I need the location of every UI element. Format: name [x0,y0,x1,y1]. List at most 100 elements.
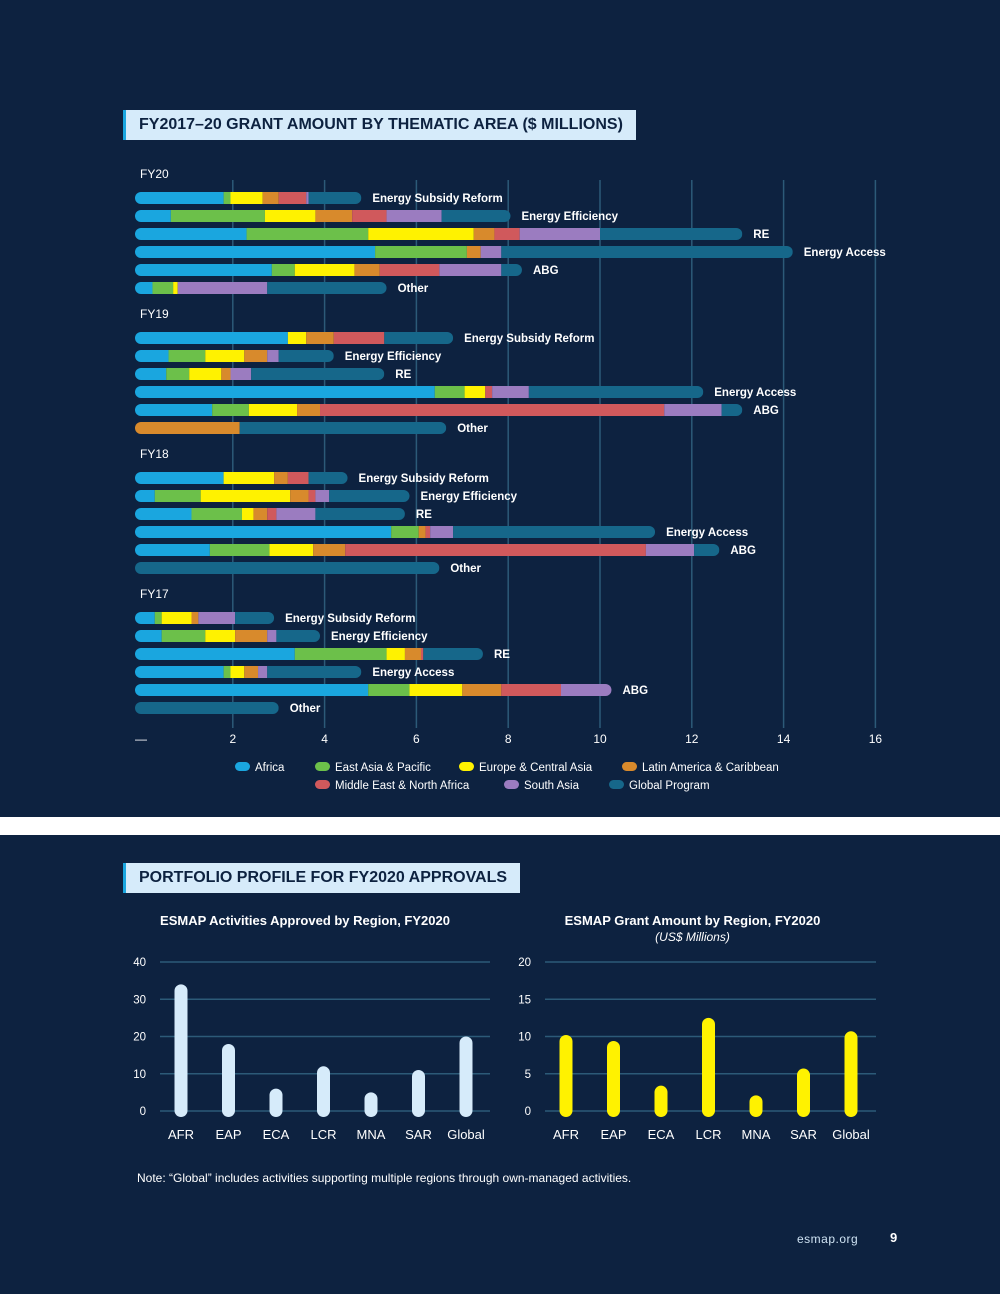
bar-fy19-re: RE [135,368,412,381]
segment-east-asia-pacific [154,490,201,502]
segment-south-asia [267,350,279,362]
segment-africa [135,368,167,380]
portfolio-profile-title: PORTFOLIO PROFILE FOR FY2020 APPROVALS [123,863,521,893]
x-tick-label-eca: ECA [263,1127,290,1142]
segment-east-asia-pacific [168,350,206,362]
segment-south-asia [492,386,529,398]
bar-label: ABG [533,265,559,277]
segment-east-asia-pacific [375,246,467,258]
segment-africa [135,282,153,294]
segment-east-asia-pacific [368,684,410,696]
legend-label: East Asia & Pacific [335,762,431,774]
segment-africa [135,472,224,484]
legend-label: Africa [255,762,285,774]
bar-fy20-re: RE [135,228,770,241]
segment-east-asia-pacific [166,368,190,380]
bar-fy17-energy-access: Energy Access [135,666,454,679]
segment-middle-east-north-africa [494,228,520,240]
bar-fy19-other: Other [135,422,488,435]
bar-label: Other [450,563,481,575]
segment-africa [135,404,213,416]
bar-label: ABG [753,405,779,417]
segment-middle-east-north-africa [425,526,431,538]
bar-mna [749,1095,763,1117]
thematic-area-stacked-bar-chart: — 2 4 6 8 10 12 14 16 FY20 Energy Subsidy Reform En… [135,167,886,792]
segment-south-asia [177,282,268,294]
y-tick-label: 20 [133,1032,146,1044]
segment-europe-central-asia [200,490,291,502]
segment-europe-central-asia [189,368,222,380]
segment-middle-east-north-africa [501,684,561,696]
segment-latin-america-caribbean [191,612,199,624]
segment-middle-east-north-africa [485,386,493,398]
segment-middle-east-north-africa [320,404,665,416]
legend-swatch [459,762,474,771]
bar-fy19-energy-subsidy-reform: Energy Subsidy Reform [135,332,594,345]
bar-fy19-energy-efficiency: Energy Efficiency [135,350,442,363]
segment-east-asia-pacific [223,666,231,678]
segment-europe-central-asia [287,332,307,344]
bar-label: Energy Access [666,527,748,539]
x-tick-label-eap: EAP [600,1127,626,1142]
segment-east-asia-pacific [246,228,369,240]
segment-south-asia [276,508,316,520]
segment-middle-east-north-africa [379,264,440,276]
chart-subtitle: (US$ Millions) [655,930,730,944]
x-tick-label-lcr: LCR [310,1127,336,1142]
segment-global-program [501,246,793,258]
bar-fy20-other: Other [135,282,429,295]
x-tick-label-global: Global [832,1127,870,1142]
segment-south-asia [306,192,309,204]
segment-latin-america-caribbean [290,490,309,502]
bar-segments [135,702,279,714]
segment-africa [135,648,295,660]
segment-latin-america-caribbean [244,666,259,678]
segment-africa [135,490,155,502]
bar-lcr [317,1066,330,1117]
segment-south-asia [439,264,502,276]
segment-europe-central-asia [368,228,474,240]
x-tick-label: 12 [685,732,699,746]
bar-segments [135,332,454,344]
x-tick-label-lcr: LCR [695,1127,721,1142]
segment-africa [135,508,192,520]
bar-segments [135,192,362,204]
segment-latin-america-caribbean [404,648,421,660]
segment-africa [135,228,247,240]
segment-east-asia-pacific [154,612,162,624]
segment-latin-america-caribbean [297,404,321,416]
bar-fy19-energy-access: Energy Access [135,386,796,399]
legend-item-east-asia-pacific: East Asia & Pacific [315,762,431,774]
bar-segments [135,526,656,538]
legend-swatch [622,762,637,771]
bar-label: Energy Efficiency [345,351,442,363]
bar-global [459,1036,473,1117]
section-divider [0,817,1000,835]
segment-south-asia [664,404,722,416]
segment-south-asia [258,666,268,678]
bar-segments [135,630,321,642]
bar-segments [135,544,720,556]
bar-segments [135,508,405,520]
segment-east-asia-pacific [170,210,265,222]
segment-latin-america-caribbean [262,192,279,204]
segment-global-program [135,702,279,714]
x-tick-label: 2 [229,732,236,746]
segment-south-asia [267,630,277,642]
bar-fy20-energy-subsidy-reform: Energy Subsidy Reform [135,192,503,205]
segment-global-program [235,612,275,624]
bar-lcr [702,1017,715,1117]
segment-global-program [528,386,704,398]
bar-fy18-energy-efficiency: Energy Efficiency [135,490,518,503]
segment-global-program [694,544,720,556]
y-tick-label: 30 [133,994,146,1006]
segment-east-asia-pacific [434,386,465,398]
bar-segments [135,368,385,380]
segment-global-program [276,630,321,642]
bar-label: Energy Efficiency [421,491,518,503]
legend-swatch [609,780,624,789]
chart-title: ESMAP Grant Amount by Region, FY2020 [565,913,821,928]
x-tick-label-sar: SAR [790,1127,817,1142]
legend-item-global-program: Global Program [609,780,710,792]
segment-latin-america-caribbean [313,544,346,556]
